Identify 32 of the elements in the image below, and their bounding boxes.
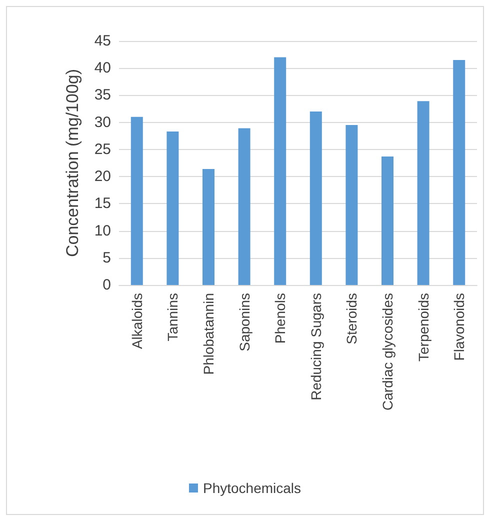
bar [453, 60, 466, 285]
bar [166, 132, 179, 285]
bar [310, 111, 322, 285]
y-tick-label: 0 [102, 276, 111, 294]
y-tick-label: 45 [94, 32, 111, 50]
bar [417, 101, 430, 285]
bar [202, 168, 214, 285]
x-tick-label: Cardiac glycosides [380, 293, 396, 410]
x-tick-label: Phlobatannin [200, 293, 216, 375]
y-tick-label: 40 [94, 60, 111, 77]
y-tick-label: 10 [94, 222, 111, 240]
legend-label: Phytochemicals [202, 480, 302, 496]
bar [238, 128, 250, 285]
x-tick-label: Terpenoids [415, 293, 432, 362]
bar [130, 116, 143, 285]
y-tick-label: 30 [94, 114, 111, 131]
x-tick-label: Phenols [272, 293, 288, 344]
y-axis-title: Concentration (mg/100g) [63, 68, 82, 258]
bar [346, 125, 358, 285]
x-tick-label: Saponins [236, 293, 252, 352]
y-tick-label: 20 [94, 168, 111, 186]
x-tick-label: Tannins [164, 293, 181, 342]
y-tick-label: 35 [94, 86, 111, 104]
x-tick-label: Alkaloids [128, 293, 145, 350]
x-tick-label: Reducing Sugars [308, 293, 324, 400]
x-tick-label: Flavonoids [451, 293, 468, 361]
x-tick-label: Steroids [344, 293, 360, 344]
y-tick-label: 25 [94, 140, 111, 158]
bar [382, 156, 394, 285]
y-tick-label: 5 [102, 249, 111, 266]
y-tick-label: 15 [94, 195, 111, 212]
bar [274, 57, 286, 285]
